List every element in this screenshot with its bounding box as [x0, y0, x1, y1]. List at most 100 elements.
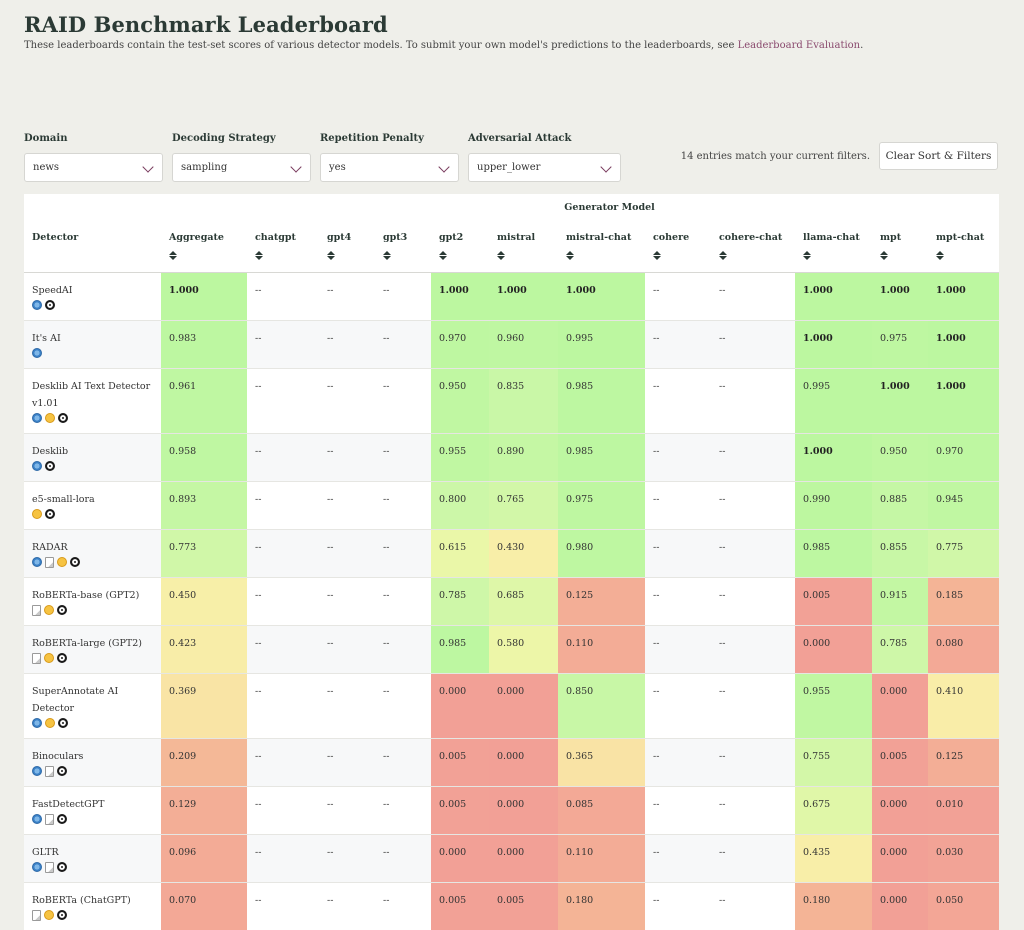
score-cell: 0.005 — [795, 577, 872, 626]
column-header-llama-chat[interactable]: llama-chat — [795, 222, 872, 273]
globe-icon[interactable] — [32, 460, 42, 471]
sort-icon[interactable] — [803, 251, 811, 260]
sort-icon[interactable] — [255, 251, 263, 260]
paper-icon[interactable] — [32, 652, 41, 664]
score-cell: 1.000 — [928, 320, 999, 369]
leaderboard-evaluation-link[interactable]: Leaderboard Evaluation — [737, 40, 861, 51]
globe-icon[interactable] — [32, 813, 42, 824]
score-cell: 0.995 — [795, 368, 872, 434]
sort-icon[interactable] — [566, 251, 574, 260]
column-header-aggregate[interactable]: Aggregate — [161, 222, 247, 273]
score-cell: 0.125 — [558, 577, 645, 626]
score-cell: -- — [375, 433, 431, 482]
github-icon[interactable] — [45, 299, 55, 310]
globe-icon[interactable] — [32, 347, 42, 358]
score-cell: 0.080 — [928, 625, 999, 674]
score-cell: -- — [711, 529, 795, 578]
score-cell: -- — [319, 368, 375, 434]
score-cell: -- — [319, 320, 375, 369]
score-cell: 0.975 — [558, 481, 645, 530]
sort-icon[interactable] — [383, 251, 391, 260]
column-header-mpt-chat[interactable]: mpt-chat — [928, 222, 999, 273]
score-cell: -- — [645, 481, 711, 530]
huggingface-icon[interactable] — [44, 652, 54, 663]
score-cell: -- — [319, 577, 375, 626]
score-cell: 0.958 — [161, 433, 247, 482]
paper-icon[interactable] — [32, 909, 41, 921]
sort-icon[interactable] — [936, 251, 944, 260]
github-icon[interactable] — [57, 861, 67, 872]
column-label: gpt2 — [439, 232, 464, 243]
github-icon[interactable] — [70, 556, 80, 567]
globe-icon[interactable] — [32, 299, 42, 310]
huggingface-icon[interactable] — [45, 717, 55, 728]
globe-icon[interactable] — [32, 717, 42, 728]
column-header-chatgpt[interactable]: chatgpt — [247, 222, 319, 273]
adversarial-attack-select[interactable]: upper_lower — [468, 153, 621, 182]
huggingface-icon[interactable] — [44, 604, 54, 615]
column-header-gpt3[interactable]: gpt3 — [375, 222, 431, 273]
score-cell: 1.000 — [928, 368, 999, 434]
column-label: Detector — [32, 232, 79, 243]
paper-icon[interactable] — [45, 861, 54, 873]
score-cell: 0.110 — [558, 834, 645, 883]
sort-icon[interactable] — [327, 251, 335, 260]
github-icon[interactable] — [57, 813, 67, 824]
column-header-cohere[interactable]: cohere — [645, 222, 711, 273]
paper-icon[interactable] — [45, 556, 54, 568]
table-row: SpeedAI 1.000 -- -- -- 1.000 1.000 1.000 -- -- 1.0… — [24, 272, 999, 321]
score-cell: -- — [711, 433, 795, 482]
column-header-mistral[interactable]: mistral — [489, 222, 558, 273]
sort-icon[interactable] — [439, 251, 447, 260]
decoding-strategy-select[interactable]: sampling — [172, 153, 311, 182]
globe-icon[interactable] — [32, 861, 42, 872]
github-icon[interactable] — [57, 765, 67, 776]
sort-icon[interactable] — [719, 251, 727, 260]
score-cell: 0.125 — [928, 738, 999, 787]
github-icon[interactable] — [45, 508, 55, 519]
detector-cell: e5-small-lora — [24, 481, 161, 530]
leaderboard-table: Generator Model Detector Aggregate chatgpt… — [24, 194, 999, 930]
column-header-mpt[interactable]: mpt — [872, 222, 928, 273]
github-icon[interactable] — [45, 460, 55, 471]
column-header-gpt2[interactable]: gpt2 — [431, 222, 489, 273]
score-cell: -- — [711, 673, 795, 739]
globe-icon[interactable] — [32, 765, 42, 776]
sort-icon[interactable] — [880, 251, 888, 260]
column-header-mistral-chat[interactable]: mistral-chat — [558, 222, 645, 273]
column-header-cohere-chat[interactable]: cohere-chat — [711, 222, 795, 273]
github-icon[interactable] — [58, 717, 68, 728]
repetition-penalty-select[interactable]: yes — [320, 153, 459, 182]
column-header-gpt4[interactable]: gpt4 — [319, 222, 375, 273]
score-cell: -- — [247, 368, 319, 434]
github-icon[interactable] — [58, 412, 68, 423]
huggingface-icon[interactable] — [44, 909, 54, 920]
globe-icon[interactable] — [32, 556, 42, 567]
score-cell: -- — [247, 481, 319, 530]
sort-icon[interactable] — [497, 251, 505, 260]
globe-icon[interactable] — [32, 412, 42, 423]
score-cell: -- — [645, 673, 711, 739]
paper-icon[interactable] — [45, 813, 54, 825]
huggingface-icon[interactable] — [57, 556, 67, 567]
github-icon[interactable] — [57, 604, 67, 615]
detector-cell: Binoculars — [24, 738, 161, 787]
sort-icon[interactable] — [653, 251, 661, 260]
github-icon[interactable] — [57, 652, 67, 663]
detector-name: Binoculars — [32, 750, 84, 762]
detector-cell: It's AI — [24, 320, 161, 369]
huggingface-icon[interactable] — [32, 508, 42, 519]
table-row: SuperAnnotate AI Detector 0.369 -- -- -- 0.00… — [24, 673, 999, 739]
domain-select[interactable]: news — [24, 153, 163, 182]
score-cell: -- — [247, 882, 319, 930]
table-row: Desklib AI Text Detector v1.01 0.961 -- -- -… — [24, 368, 999, 434]
detector-cell: RoBERTa-large (GPT2) — [24, 625, 161, 674]
score-cell: 0.000 — [872, 786, 928, 835]
huggingface-icon[interactable] — [45, 412, 55, 423]
sort-icon[interactable] — [169, 251, 177, 260]
score-cell: 0.180 — [795, 882, 872, 930]
clear-sort-filters-button[interactable]: Clear Sort & Filters — [879, 142, 998, 170]
paper-icon[interactable] — [45, 765, 54, 777]
github-icon[interactable] — [57, 909, 67, 920]
paper-icon[interactable] — [32, 604, 41, 616]
